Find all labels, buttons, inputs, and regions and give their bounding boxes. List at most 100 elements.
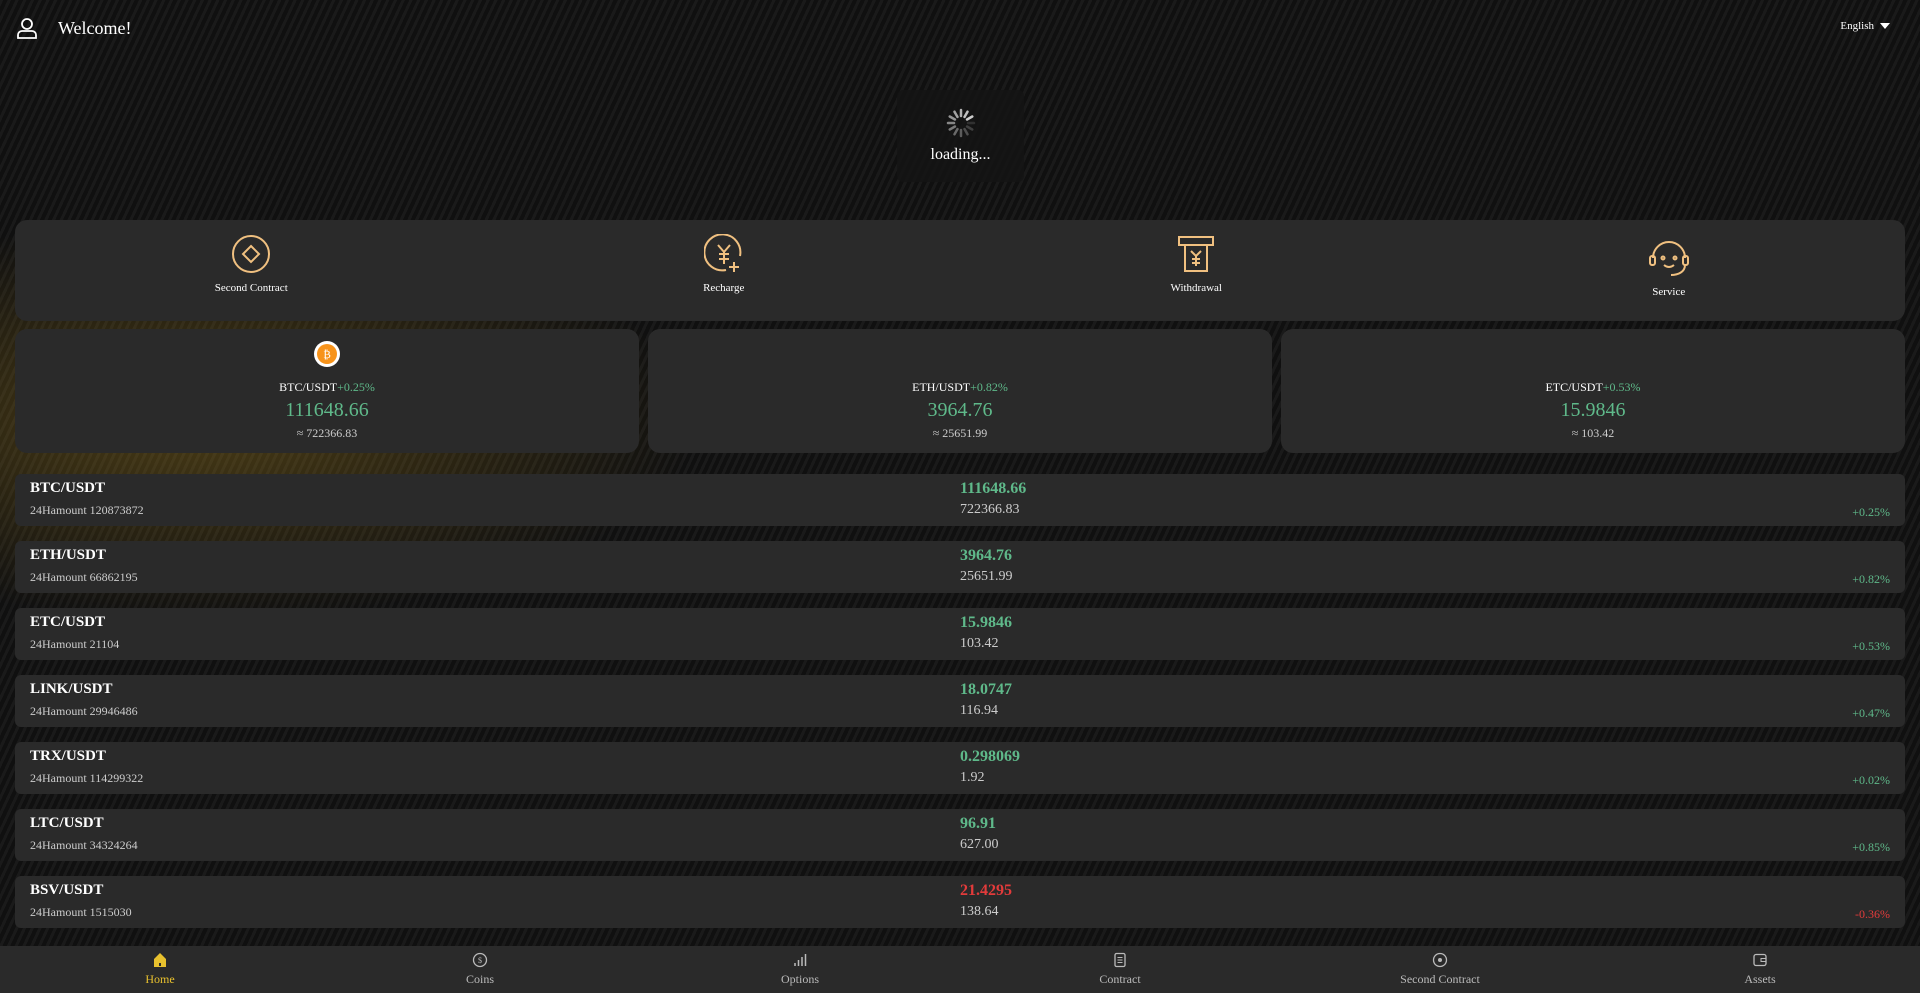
bitcoin-icon: ₿ — [314, 341, 340, 367]
price: 96.91 — [960, 815, 996, 832]
quick-label: Recharge — [703, 282, 745, 294]
change-percent: -0.36% — [1855, 907, 1890, 921]
market-row[interactable]: LTC/USDT 24Hamount 34324264 96.91 627.00… — [15, 809, 1905, 861]
cny-price: 1.92 — [960, 770, 985, 785]
spinner-segment — [962, 110, 969, 119]
home-icon — [154, 953, 166, 967]
change-percent: +0.53% — [1852, 639, 1890, 653]
spinner-segment — [965, 125, 974, 131]
bottom-nav: Home $ Coins Options Contract Second Contract… — [0, 946, 1920, 993]
spinner-segment — [952, 110, 959, 119]
spinner-segment — [947, 115, 956, 121]
market-list: BTC/USDT 24Hamount 120873872 111648.66 7… — [15, 474, 1905, 943]
volume-24h: 24Hamount 34324264 — [30, 838, 138, 852]
language-select[interactable]: English — [1840, 20, 1890, 32]
market-row[interactable]: ETH/USDT 24Hamount 66862195 3964.76 2565… — [15, 541, 1905, 593]
pair-name: BTC/USDT — [30, 480, 106, 496]
change-percent: +0.25% — [1852, 505, 1890, 519]
caret-down-icon — [1880, 23, 1890, 29]
loading-toast: loading... — [897, 90, 1024, 182]
atm-yen-icon — [1178, 236, 1215, 272]
market-row[interactable]: TRX/USDT 24Hamount 114299322 0.298069 1.… — [15, 742, 1905, 794]
featured-tickers: ₿ BTC/USDT+0.25% 111648.66 ≈ 722366.83 E… — [15, 329, 1905, 453]
diamond-circle-icon — [232, 235, 271, 273]
volume-24h: 24Hamount 114299322 — [30, 771, 144, 785]
price: 3964.76 — [960, 547, 1012, 564]
price: 111648.66 — [960, 480, 1027, 497]
price: 0.298069 — [960, 748, 1020, 765]
nav-label: Contract — [1099, 972, 1141, 986]
quick-label: Service — [1652, 286, 1686, 298]
cny-price: 627.00 — [960, 837, 999, 852]
document-icon — [1114, 952, 1126, 968]
svg-text:₿: ₿ — [323, 349, 331, 361]
market-row[interactable]: BTC/USDT 24Hamount 120873872 111648.66 7… — [15, 474, 1905, 526]
nav-options[interactable]: Options — [640, 946, 960, 993]
nav-assets[interactable]: Assets — [1600, 946, 1920, 993]
header: Welcome! English — [0, 0, 1920, 56]
cny-price: ≈ 722366.83 — [296, 426, 358, 440]
quick-second-contract[interactable]: Second Contract — [15, 220, 488, 321]
nav-coins[interactable]: $ Coins — [320, 946, 640, 993]
welcome-text: Welcome! — [58, 17, 132, 38]
price: 15.9846 — [960, 614, 1012, 631]
nav-label: Coins — [465, 972, 494, 986]
price: 15.9846 — [1560, 399, 1626, 421]
nav-contract[interactable]: Contract — [960, 946, 1280, 993]
pair-name: LINK/USDT — [30, 681, 113, 697]
volume-24h: 24Hamount 21104 — [30, 637, 120, 651]
nav-home[interactable]: Home — [0, 946, 320, 993]
cny-price: 25651.99 — [960, 569, 1013, 584]
change: +0.25% — [337, 380, 375, 394]
ticker-card[interactable]: ETC/USDT+0.53% 15.9846 ≈ 103.42 — [1281, 329, 1905, 453]
change-percent: +0.02% — [1852, 773, 1890, 787]
nav-label: Assets — [1744, 972, 1776, 986]
change-percent: +0.82% — [1852, 572, 1890, 586]
loading-text: loading... — [930, 146, 991, 163]
language-label: English — [1840, 20, 1874, 32]
quick-label: Withdrawal — [1170, 282, 1222, 294]
cny-price: 103.42 — [960, 636, 999, 651]
bar-chart-icon — [794, 954, 807, 966]
spinner-icon — [946, 108, 975, 138]
price: 21.4295 — [960, 882, 1012, 899]
spinner-segment — [962, 127, 969, 136]
change: +0.53% — [1602, 380, 1641, 394]
change-percent: +0.47% — [1852, 706, 1890, 720]
pair-name: BSV/USDT — [30, 882, 104, 898]
nav-label: Options — [780, 972, 819, 986]
volume-24h: 24Hamount 29946486 — [30, 704, 138, 718]
volume-24h: 24Hamount 120873872 — [30, 503, 144, 517]
change: +0.82% — [970, 380, 1008, 394]
user-icon[interactable] — [16, 17, 38, 39]
coin-icon: $ — [472, 952, 488, 968]
volume-24h: 24Hamount 1515030 — [30, 905, 132, 919]
pair-name: ETC/USDT — [30, 614, 106, 630]
ticker-card[interactable]: ₿ BTC/USDT+0.25% 111648.66 ≈ 722366.83 — [15, 329, 639, 453]
pair-name: TRX/USDT — [30, 748, 106, 764]
price: 111648.66 — [285, 399, 369, 421]
pair: ETC/USDT — [1545, 380, 1603, 394]
quick-service[interactable]: Service — [1433, 220, 1906, 321]
volume-24h: 24Hamount 66862195 — [30, 570, 138, 584]
cny-price: 138.64 — [960, 904, 999, 919]
nav-second-contract[interactable]: Second Contract — [1280, 946, 1600, 993]
market-row[interactable]: LINK/USDT 24Hamount 29946486 18.0747 116… — [15, 675, 1905, 727]
ticker-card[interactable]: ETH/USDT+0.82% 3964.76 ≈ 25651.99 — [648, 329, 1272, 453]
quick-withdrawal[interactable]: Withdrawal — [960, 220, 1433, 321]
cny-price: ≈ 25651.99 — [932, 426, 988, 440]
svg-text:$: $ — [478, 956, 482, 965]
quick-recharge[interactable]: Recharge — [488, 220, 961, 321]
spinner-segment — [947, 125, 956, 131]
pair-name: ETH/USDT — [30, 547, 106, 563]
market-row[interactable]: BSV/USDT 24Hamount 1515030 21.4295 138.6… — [15, 876, 1905, 928]
market-row[interactable]: ETC/USDT 24Hamount 21104 15.9846 103.42 … — [15, 608, 1905, 660]
target-icon — [1432, 952, 1448, 968]
price: 18.0747 — [960, 681, 1012, 698]
pair: BTC/USDT — [279, 380, 338, 394]
pair: ETH/USDT — [912, 380, 971, 394]
headset-icon — [1648, 241, 1689, 276]
spinner-segment — [952, 127, 959, 136]
nav-label: Second Contract — [1400, 972, 1480, 986]
spinner-segment — [965, 115, 974, 121]
